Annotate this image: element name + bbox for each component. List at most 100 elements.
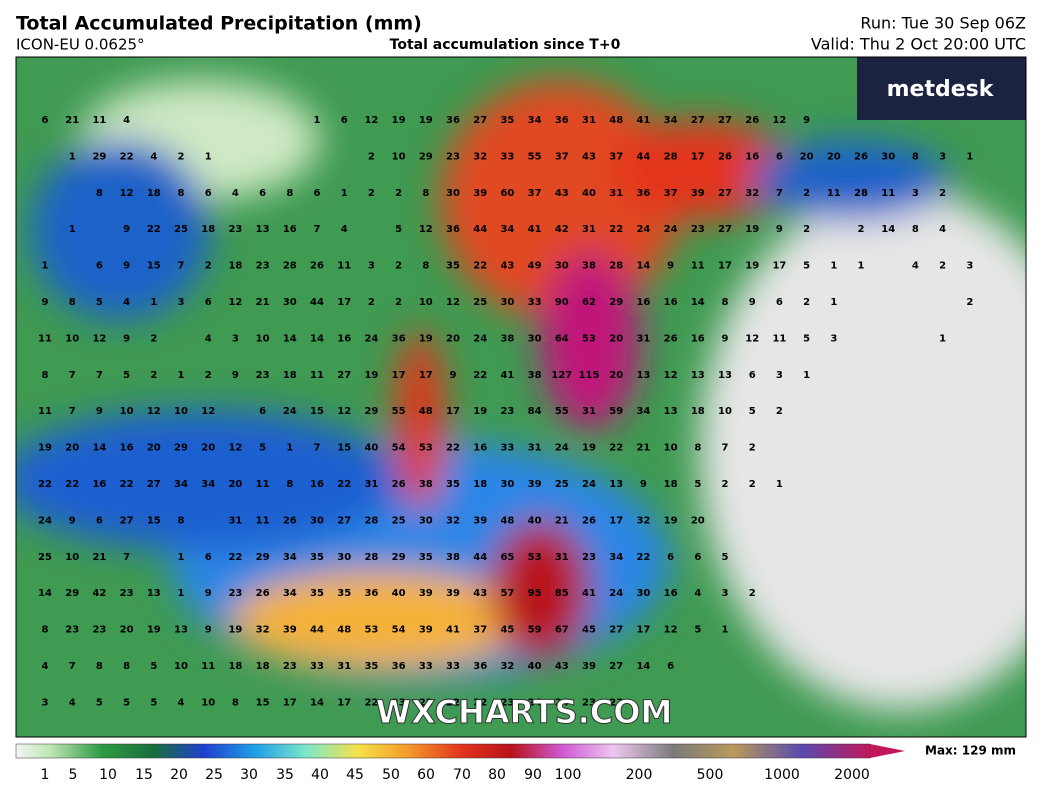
grid-value: 26 (392, 479, 406, 490)
grid-value: 41 (528, 224, 542, 235)
grid-value: 37 (609, 151, 623, 162)
grid-value: 35 (364, 661, 378, 672)
colorbar-label: 70 (453, 767, 471, 783)
grid-value: 25 (38, 552, 52, 563)
grid-value: 12 (228, 297, 242, 308)
grid-value: 30 (500, 479, 514, 490)
grid-value: 18 (664, 479, 678, 490)
grid-value: 27 (337, 370, 351, 381)
grid-value: 5 (694, 625, 701, 636)
grid-value: 11 (38, 333, 52, 344)
grid-value: 20 (120, 625, 134, 636)
grid-value: 9 (69, 515, 76, 526)
grid-value: 36 (392, 661, 406, 672)
grid-value: 57 (500, 588, 514, 599)
grid-value: 15 (310, 406, 324, 417)
grid-value: 11 (337, 261, 351, 272)
grid-value: 2 (722, 479, 729, 490)
grid-value: 9 (96, 406, 103, 417)
grid-value: 35 (419, 552, 433, 563)
grid-value: 41 (636, 115, 650, 126)
grid-value: 1 (803, 370, 810, 381)
grid-value: 30 (500, 297, 514, 308)
grid-value: 27 (473, 115, 487, 126)
grid-value: 2 (368, 297, 375, 308)
grid-value: 30 (337, 552, 351, 563)
grid-value: 20 (691, 515, 705, 526)
grid-value: 20 (201, 443, 215, 454)
grid-value: 35 (310, 588, 324, 599)
grid-value: 23 (609, 697, 623, 708)
subtitle: Total accumulation since T+0 (390, 37, 621, 53)
grid-value: 84 (528, 406, 542, 417)
grid-value: 21 (636, 443, 650, 454)
grid-value: 2 (803, 224, 810, 235)
grid-value: 19 (745, 261, 759, 272)
grid-value: 59 (528, 625, 542, 636)
grid-value: 26 (745, 115, 759, 126)
grid-value: 12 (147, 406, 161, 417)
grid-value: 48 (419, 406, 433, 417)
grid-value: 18 (473, 479, 487, 490)
grid-value: 3 (368, 261, 375, 272)
grid-value: 8 (42, 625, 49, 636)
grid-value: 35 (500, 115, 514, 126)
grid-value: 21 (256, 297, 270, 308)
grid-value: 32 (473, 151, 487, 162)
grid-value: 39 (582, 661, 596, 672)
grid-value: 19 (473, 406, 487, 417)
grid-value: 5 (123, 370, 130, 381)
colorbar-ticks: 1 5 10 15 20 25 30 35 40 45 50 60 70 80 90 100 200 500 100… (41, 767, 870, 783)
grid-value: 35 (310, 552, 324, 563)
model: ICON-EU 0.0625° (16, 36, 145, 54)
grid-value: 7 (96, 370, 103, 381)
grid-value: 27 (691, 115, 705, 126)
grid-value: 5 (749, 406, 756, 417)
grid-value: 23 (392, 697, 406, 708)
grid-value: 17 (283, 697, 297, 708)
grid-value: 3 (939, 151, 946, 162)
grid-value: 44 (473, 224, 487, 235)
grid-value: 27 (120, 515, 134, 526)
grid-value: 16 (691, 333, 705, 344)
grid-value: 34 (201, 479, 215, 490)
grid-value: 25 (392, 515, 406, 526)
grid-value: 2 (803, 297, 810, 308)
grid-value: 32 (745, 188, 759, 199)
grid-value: 4 (232, 188, 239, 199)
grid-value: 48 (609, 115, 623, 126)
grid-value: 12 (201, 406, 215, 417)
grid-value: 24 (38, 515, 52, 526)
grid-value: 6 (314, 188, 321, 199)
grid-value: 23 (582, 697, 596, 708)
grid-value: 30 (555, 261, 569, 272)
max-label: Max: 129 mm (925, 744, 1016, 758)
grid-value: 36 (392, 333, 406, 344)
grid-value: 45 (500, 625, 514, 636)
grid-value: 3 (232, 333, 239, 344)
grid-value: 33 (419, 661, 433, 672)
grid-value: 27 (718, 115, 732, 126)
grid-value: 4 (205, 333, 212, 344)
grid-value: 55 (555, 406, 569, 417)
grid-value: 6 (776, 151, 783, 162)
grid-value: 31 (582, 406, 596, 417)
grid-value: 12 (419, 224, 433, 235)
grid-value: 3 (912, 188, 919, 199)
grid-value: 22 (228, 552, 242, 563)
grid-value: 8 (69, 297, 76, 308)
grid-value: 19 (364, 370, 378, 381)
grid-value: 12 (664, 370, 678, 381)
colorbar-label: 1000 (764, 767, 800, 783)
grid-value: 22 (609, 443, 623, 454)
grid-value: 1 (42, 261, 49, 272)
grid-value: 4 (123, 115, 130, 126)
grid-value: 3 (178, 297, 185, 308)
grid-value: 11 (92, 115, 106, 126)
grid-value: 1 (858, 261, 865, 272)
grid-value: 16 (636, 297, 650, 308)
grid-value: 36 (555, 115, 569, 126)
grid-value: 20 (827, 151, 841, 162)
grid-value: 11 (256, 515, 270, 526)
grid-value: 10 (256, 333, 270, 344)
